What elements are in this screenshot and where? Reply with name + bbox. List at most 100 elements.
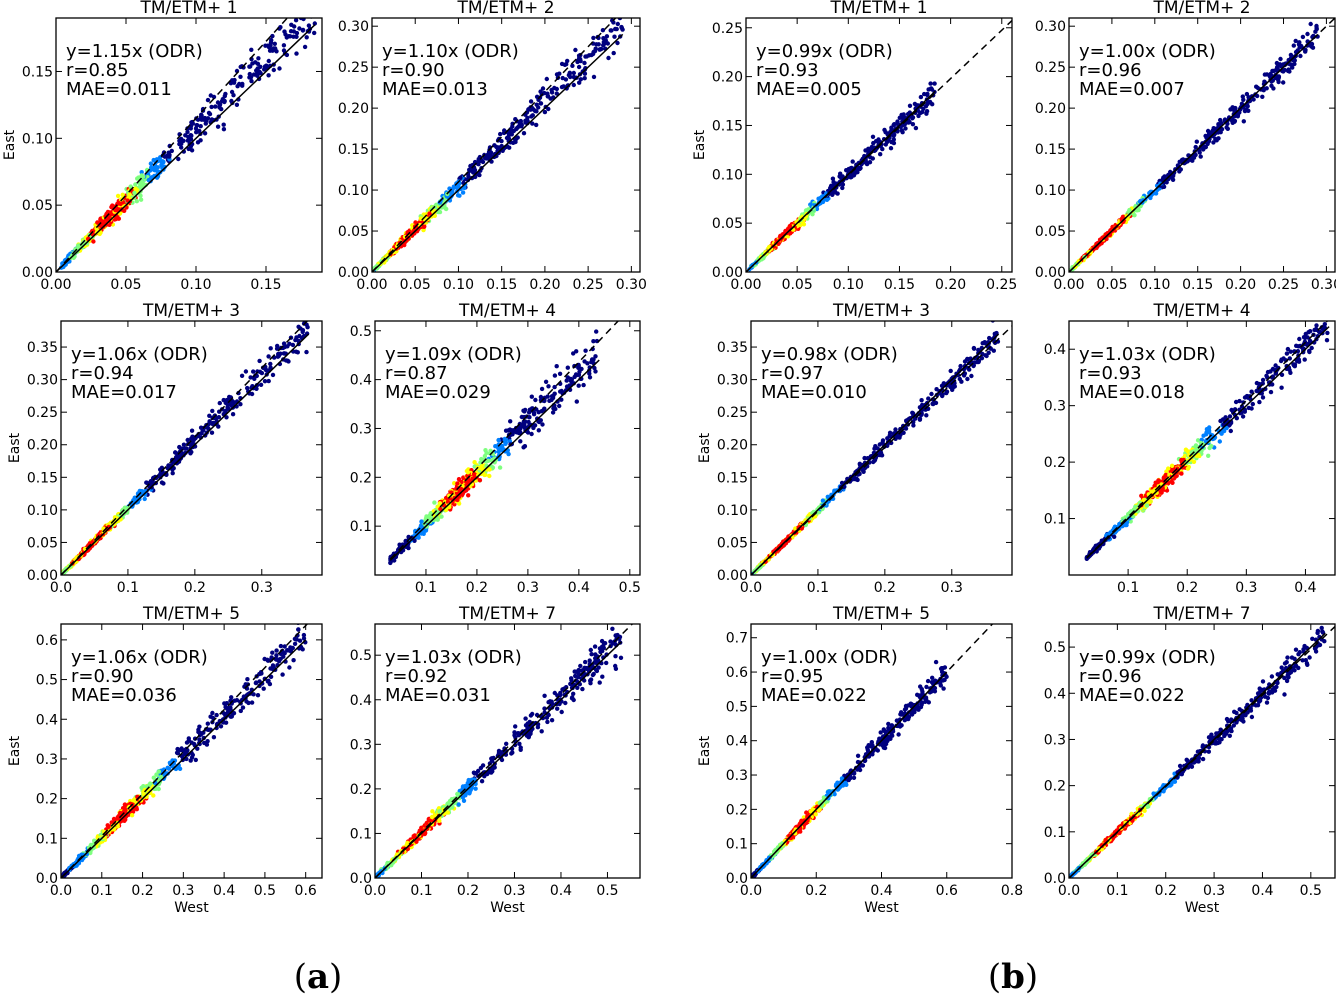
- data-point: [265, 368, 270, 373]
- data-point: [612, 8, 616, 12]
- axes-frame: [1068, 17, 1336, 273]
- data-point: [579, 366, 584, 372]
- data-point: [247, 64, 252, 69]
- data-point: [545, 94, 550, 99]
- odr-fit-line: [1069, 18, 1335, 272]
- data-point: [434, 509, 439, 514]
- data-point: [540, 86, 546, 91]
- data-point: [142, 496, 147, 502]
- data-point: [830, 176, 836, 181]
- odr-fit-line: [61, 321, 308, 575]
- data-point: [258, 64, 263, 70]
- data-point: [1203, 133, 1208, 139]
- data-point: [270, 372, 276, 378]
- data-point: [1214, 138, 1219, 143]
- data-point: [1244, 91, 1250, 97]
- data-point: [120, 192, 125, 197]
- data-point: [1281, 80, 1286, 85]
- data-point: [565, 375, 571, 380]
- data-point: [202, 131, 208, 136]
- data-point: [487, 473, 492, 479]
- data-point: [1293, 38, 1298, 44]
- odr-fit-line: [372, 18, 617, 272]
- data-point: [533, 397, 538, 403]
- data-point: [1281, 69, 1286, 74]
- data-point: [252, 376, 257, 381]
- data-point: [559, 61, 565, 67]
- data-point: [141, 174, 146, 179]
- data-point: [1132, 213, 1137, 218]
- data-point: [506, 136, 512, 141]
- data-point: [461, 475, 466, 480]
- data-point: [456, 477, 462, 482]
- data-point: [248, 375, 253, 380]
- data-point: [472, 167, 478, 173]
- y-tick-label: 0.10: [27, 503, 58, 519]
- data-point: [294, 335, 299, 340]
- data-point: [254, 386, 259, 391]
- data-point: [1300, 34, 1306, 40]
- subplot-2: 0.00 0.05 0.10 0.15 0.20 0.25 0.300.000.050.10…: [338, 0, 647, 293]
- data-point: [506, 428, 511, 433]
- data-point: [1276, 74, 1282, 79]
- fit-equation: y=1.15x (ODR): [66, 41, 203, 62]
- data-point: [288, 29, 294, 34]
- data-point: [508, 419, 513, 424]
- data-point: [589, 359, 594, 365]
- data-point: [1225, 126, 1231, 131]
- data-point: [438, 506, 443, 512]
- data-point: [529, 394, 534, 399]
- y-tick-label: 0.10: [1035, 183, 1066, 199]
- data-point: [471, 471, 477, 477]
- data-point: [538, 89, 543, 94]
- data-point: [583, 348, 588, 353]
- data-point: [864, 161, 869, 166]
- data-point: [488, 448, 493, 453]
- data-point: [247, 75, 252, 80]
- data-point: [178, 137, 183, 143]
- data-point: [432, 500, 437, 505]
- data-point: [194, 123, 199, 128]
- data-point: [539, 386, 545, 392]
- data-point: [305, 7, 309, 11]
- data-point: [893, 427, 898, 432]
- data-point: [281, 341, 287, 346]
- data-point: [272, 41, 277, 46]
- data-point: [283, 10, 287, 14]
- data-point: [587, 375, 593, 380]
- x-tick-label: 0.2: [466, 580, 488, 596]
- data-point: [1308, 21, 1313, 27]
- data-point: [889, 139, 894, 145]
- y-axis-label: East: [2, 129, 18, 160]
- data-point: [284, 35, 289, 40]
- subplot-9: 0.0 0.1 0.2 0.30.000.050.100.150.200.250.30…: [697, 301, 1013, 596]
- data-point: [554, 86, 559, 92]
- data-point: [531, 412, 537, 417]
- x-tick-label: 0.00: [356, 277, 387, 293]
- data-point: [564, 61, 569, 67]
- mae-value: MAE=0.013: [382, 79, 488, 100]
- data-point: [421, 224, 427, 229]
- data-point: [281, 43, 287, 48]
- data-point: [571, 70, 576, 76]
- data-point: [133, 182, 138, 187]
- scatter-points: [747, 81, 937, 272]
- data-point: [987, 335, 992, 341]
- data-point: [1127, 207, 1132, 213]
- data-point: [141, 182, 146, 187]
- data-point: [600, 28, 606, 33]
- data-point: [576, 383, 581, 388]
- data-point: [925, 100, 930, 105]
- data-point: [519, 414, 524, 420]
- data-point: [907, 103, 913, 109]
- x-tick-label: 0.20: [935, 277, 966, 293]
- data-point: [560, 75, 565, 81]
- x-tick-label: 0.10: [443, 277, 474, 293]
- y-tick-label: 0.4: [350, 373, 372, 389]
- data-point: [1314, 23, 1319, 29]
- data-point: [837, 174, 842, 179]
- data-point: [521, 131, 527, 136]
- data-point: [437, 209, 443, 215]
- data-point: [1254, 84, 1259, 89]
- y-tick-label: 0.15: [338, 142, 369, 158]
